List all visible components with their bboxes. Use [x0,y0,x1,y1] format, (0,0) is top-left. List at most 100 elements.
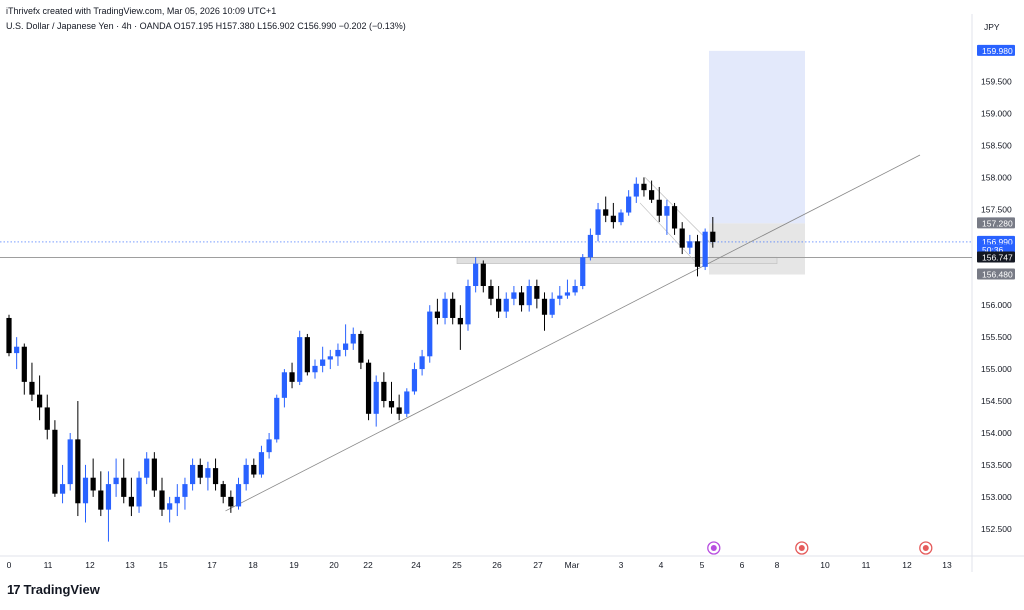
candle-body[interactable] [687,241,693,248]
candle-body[interactable] [503,298,509,312]
candle-body[interactable] [197,464,203,478]
price-tag[interactable] [977,217,1015,229]
candle-body[interactable] [381,381,387,402]
stop-zone[interactable] [709,223,805,275]
candle-body[interactable] [67,439,73,485]
candle-body[interactable] [251,464,257,475]
candle-body[interactable] [59,484,66,494]
currency-label[interactable]: JPY [984,22,1000,32]
candle-body[interactable] [603,209,609,216]
candle-body[interactable] [327,356,333,360]
channel-lower-line[interactable] [639,202,701,268]
channel-upper-line[interactable] [644,177,713,245]
candle-body[interactable] [205,468,211,478]
candle-body[interactable] [113,477,119,485]
us-flag-event-icon-2[interactable] [919,541,933,555]
candle-body[interactable] [427,311,433,357]
candle-body[interactable] [473,263,479,287]
price-tag[interactable] [977,268,1015,280]
candle-body[interactable] [82,477,89,504]
candle-body[interactable] [320,359,326,366]
candle-body[interactable] [167,503,173,510]
candle-body[interactable] [37,394,43,408]
candle-body[interactable] [274,397,280,440]
candle-body[interactable] [258,452,265,475]
price-tag[interactable] [977,44,1015,56]
candle-body[interactable] [159,490,165,510]
candle-body[interactable] [174,496,180,504]
candle-body[interactable] [29,381,35,395]
us-flag-event-icon-1[interactable] [795,541,809,555]
candle-body[interactable] [564,292,571,296]
candle-body[interactable] [649,190,655,200]
candle-body[interactable] [618,212,624,223]
candle-body[interactable] [710,231,716,242]
candle-body[interactable] [350,333,356,344]
candle-body[interactable] [671,206,678,229]
candle-body[interactable] [534,286,540,299]
candle-body[interactable] [14,346,20,354]
candle-body[interactable] [220,484,226,497]
candle-body[interactable] [281,372,287,398]
candle-body[interactable] [136,477,142,507]
price-tag[interactable] [977,251,1015,263]
candle-body[interactable] [572,286,578,293]
candle-body[interactable] [212,468,219,485]
candle-body[interactable] [518,292,525,306]
candle-body[interactable] [511,292,517,299]
candle-body[interactable] [526,286,532,306]
candle-body[interactable] [6,317,12,354]
candle-body[interactable] [557,295,563,299]
candle-body[interactable] [442,298,448,318]
candle-body[interactable] [633,183,639,197]
candle-body[interactable] [105,484,112,510]
candle-body[interactable] [21,346,27,382]
candle-body[interactable] [266,439,272,453]
price-tag[interactable] [977,235,1015,247]
candle-body[interactable] [450,298,456,318]
candle-body[interactable] [335,349,341,357]
candle-body[interactable] [580,257,586,287]
lightning-event-icon[interactable] [707,541,721,555]
candle-body[interactable] [151,458,157,491]
candle-body[interactable] [289,372,295,382]
candle-body[interactable] [434,311,440,318]
candle-body[interactable] [626,196,632,213]
candle-body[interactable] [144,458,150,478]
candle-body[interactable] [388,401,395,408]
candle-body[interactable] [404,391,410,414]
candle-body[interactable] [235,484,242,507]
candle-body[interactable] [465,286,471,325]
candle-body[interactable] [419,356,425,370]
candle-body[interactable] [75,439,81,504]
candle-body[interactable] [373,381,379,414]
candle-body[interactable] [190,464,196,485]
candle-body[interactable] [457,317,463,325]
candle-body[interactable] [488,286,494,299]
candle-body[interactable] [702,231,708,267]
candle-body[interactable] [480,263,486,287]
candle-body[interactable] [228,496,234,507]
candle-body[interactable] [121,477,127,497]
candle-body[interactable] [243,464,249,485]
support-zone-box[interactable] [456,256,778,264]
candle-body[interactable] [90,477,96,491]
candle-body[interactable] [587,234,593,258]
candle-body[interactable] [641,183,647,191]
candle-body[interactable] [541,298,548,315]
candle-body[interactable] [549,298,555,315]
candle-body[interactable] [595,209,601,235]
candle-body[interactable] [694,241,701,267]
candle-body[interactable] [396,407,402,414]
candle-body[interactable] [679,228,685,248]
candle-body[interactable] [365,362,372,414]
target-zone[interactable] [709,50,805,224]
candle-body[interactable] [496,298,502,312]
candle-body[interactable] [128,496,134,507]
candle-body[interactable] [610,215,616,223]
candle-body[interactable] [343,343,349,350]
trendline[interactable] [225,154,921,512]
tradingview-logo[interactable]: 17 TradingView [7,582,100,597]
candle-body[interactable] [297,337,303,382]
